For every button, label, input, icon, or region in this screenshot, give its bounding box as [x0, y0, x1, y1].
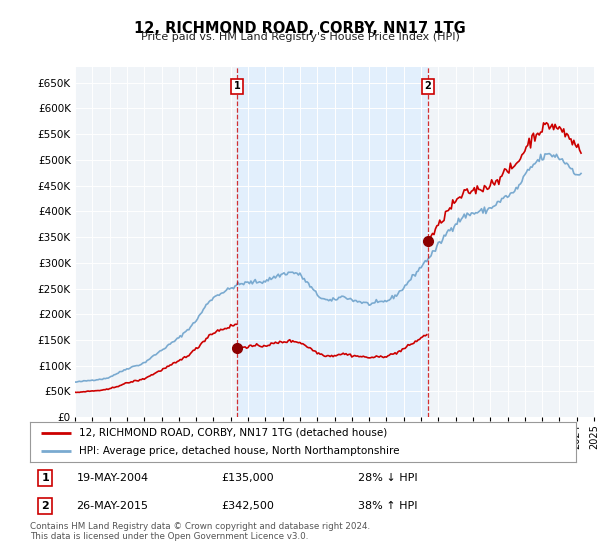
Text: £135,000: £135,000: [221, 473, 274, 483]
Text: 1: 1: [41, 473, 49, 483]
Text: 12, RICHMOND ROAD, CORBY, NN17 1TG: 12, RICHMOND ROAD, CORBY, NN17 1TG: [134, 21, 466, 36]
Text: HPI: Average price, detached house, North Northamptonshire: HPI: Average price, detached house, Nort…: [79, 446, 400, 456]
Text: 28% ↓ HPI: 28% ↓ HPI: [358, 473, 417, 483]
Bar: [237, 67, 428, 417]
Text: 26-MAY-2015: 26-MAY-2015: [76, 501, 148, 511]
Text: £342,500: £342,500: [221, 501, 274, 511]
Text: Price paid vs. HM Land Registry's House Price Index (HPI): Price paid vs. HM Land Registry's House …: [140, 32, 460, 43]
Text: 19-MAY-2004: 19-MAY-2004: [76, 473, 149, 483]
Text: 38% ↑ HPI: 38% ↑ HPI: [358, 501, 417, 511]
Text: Contains HM Land Registry data © Crown copyright and database right 2024.
This d: Contains HM Land Registry data © Crown c…: [30, 522, 370, 542]
Text: 12, RICHMOND ROAD, CORBY, NN17 1TG (detached house): 12, RICHMOND ROAD, CORBY, NN17 1TG (deta…: [79, 428, 388, 437]
Text: 2: 2: [425, 81, 431, 91]
Text: 1: 1: [234, 81, 241, 91]
Text: 2: 2: [41, 501, 49, 511]
